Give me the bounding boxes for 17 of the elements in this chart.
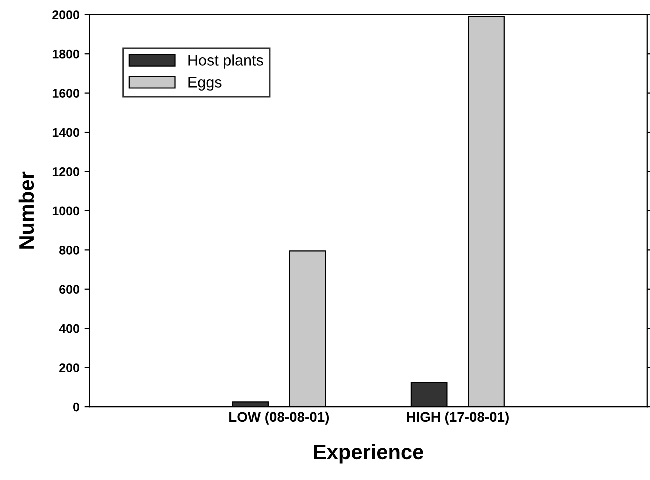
legend-label: Eggs	[188, 77, 222, 91]
y-axis-title: Number	[18, 172, 34, 249]
y-tick-label: 2000	[52, 10, 80, 20]
y-tick-label: 200	[60, 364, 80, 372]
y-tick-label: 0	[74, 402, 80, 412]
y-tick-label: 1200	[52, 168, 80, 176]
y-tick-label: 1600	[52, 89, 80, 98]
y-tick-label: 400	[59, 324, 80, 334]
y-tick-label: 800	[60, 246, 80, 255]
x-tick-label: HIGH (17-08-01)	[407, 412, 509, 425]
y-tick-label: 1000	[52, 206, 80, 216]
x-tick-label: LOW (08-08-01)	[230, 412, 330, 425]
y-tick-label: 1800	[52, 50, 80, 59]
y-tick-label: 600	[60, 285, 80, 294]
legend-label: Host plants	[188, 54, 264, 69]
y-tick-label: 1400	[52, 128, 80, 138]
x-axis-title: Experience	[314, 444, 424, 464]
